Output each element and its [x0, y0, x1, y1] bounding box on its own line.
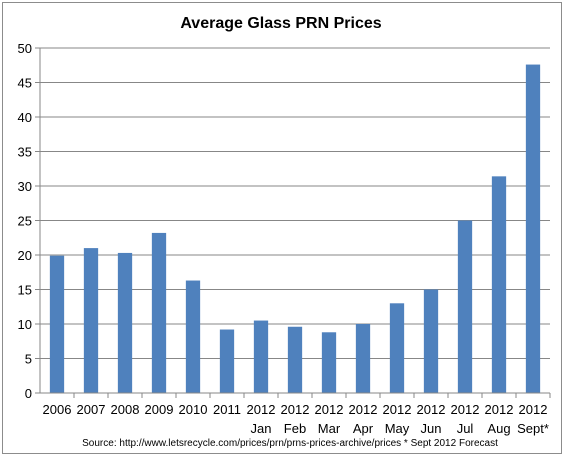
y-tick-label: 40	[18, 110, 32, 125]
x-tick-label: Aug	[487, 421, 510, 436]
bar	[389, 303, 405, 393]
x-tick-label: 2012	[315, 402, 344, 417]
x-tick-label: Mar	[318, 421, 341, 436]
bar	[219, 329, 235, 393]
y-tick-label: 0	[25, 386, 32, 401]
chart-title: Average Glass PRN Prices	[180, 15, 381, 32]
x-tick-label: 2009	[145, 402, 174, 417]
bar	[491, 176, 507, 393]
bar	[151, 232, 167, 393]
x-tick-label: 2010	[179, 402, 208, 417]
x-tick-label: 2012	[383, 402, 412, 417]
x-tick-label: 2012	[247, 402, 276, 417]
x-axis-ticks: 2006 2007 2008 2009 2010 2011 2012 Jan 2012 Feb 20…	[40, 392, 551, 436]
bar	[83, 248, 99, 393]
bar	[185, 280, 201, 393]
bar	[287, 326, 303, 393]
x-tick-label: 2011	[213, 402, 241, 417]
y-tick-label: 50	[18, 41, 32, 56]
y-axis-ticks: 0 5 10 15 20 25 30 35 40 45 50	[18, 41, 40, 401]
x-tick-label: Apr	[353, 421, 374, 436]
x-tick-label: 2012	[485, 402, 514, 417]
y-tick-label: 35	[18, 145, 32, 160]
x-tick-label: 2012	[519, 402, 548, 417]
y-tick-label: 10	[18, 317, 32, 332]
x-tick-label: 2012	[281, 402, 310, 417]
y-tick-label: 15	[18, 283, 32, 298]
bar	[321, 332, 337, 393]
x-tick-label: Jul	[457, 421, 474, 436]
bars	[49, 64, 541, 393]
bar	[423, 289, 439, 393]
x-tick-label: 2006	[43, 402, 72, 417]
x-tick-label: Jan	[251, 421, 272, 436]
y-tick-label: 5	[25, 352, 32, 367]
bar	[457, 220, 473, 393]
x-tick-label: Feb	[284, 421, 306, 436]
y-tick-label: 25	[18, 214, 32, 229]
bar	[525, 64, 541, 393]
x-tick-label: Jun	[421, 421, 442, 436]
y-tick-label: 20	[18, 248, 32, 263]
bar	[117, 252, 133, 393]
source-note: Source: http://www.letsrecycle.com/price…	[82, 438, 498, 449]
bar	[355, 324, 371, 393]
bar	[49, 255, 65, 393]
x-tick-label: 2007	[77, 402, 106, 417]
x-tick-label: May	[385, 421, 410, 436]
x-tick-label: 2012	[451, 402, 480, 417]
x-tick-label: Sept*	[517, 421, 549, 436]
y-tick-label: 45	[18, 76, 32, 91]
x-tick-label: 2012	[417, 402, 446, 417]
x-tick-label: 2008	[111, 402, 140, 417]
y-tick-label: 30	[18, 179, 32, 194]
x-tick-label: 2012	[349, 402, 378, 417]
bar	[253, 320, 269, 393]
